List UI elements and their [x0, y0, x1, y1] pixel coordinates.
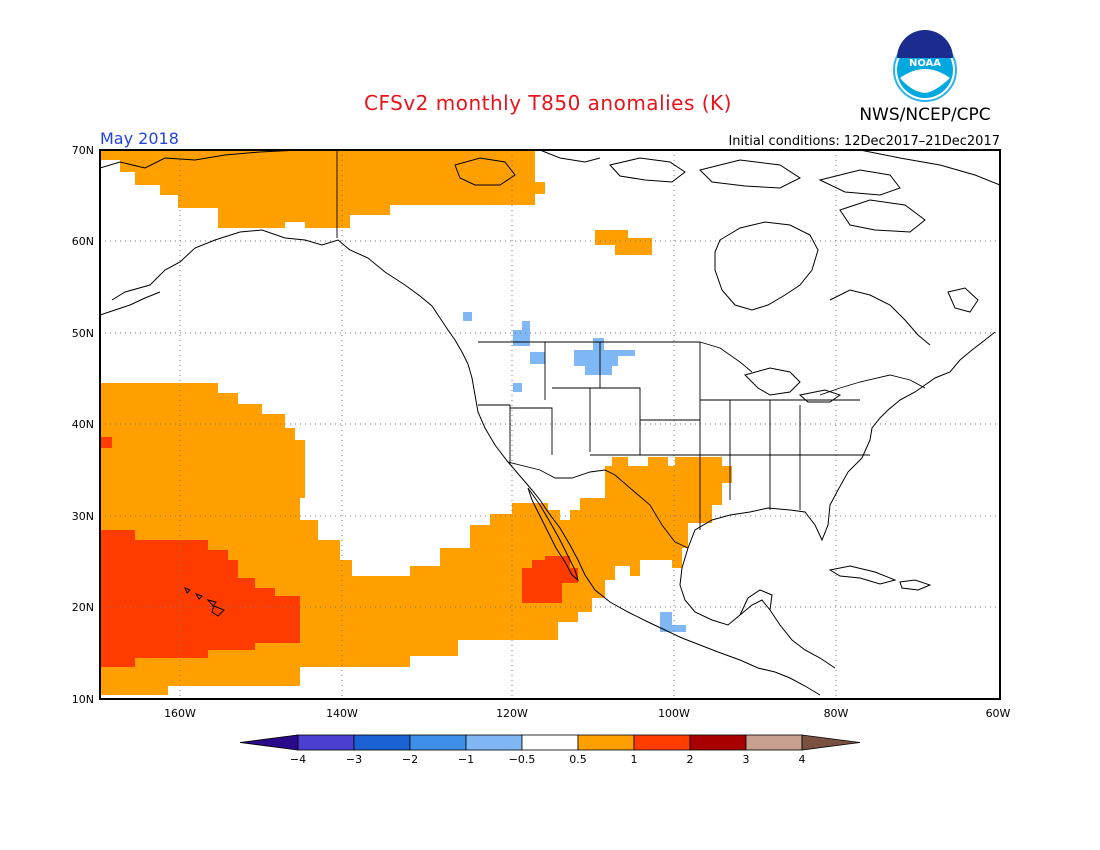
- map-title: CFSv2 monthly T850 anomalies (K): [364, 91, 732, 115]
- legend-tick-label: 4: [799, 753, 806, 766]
- legend-swatch: [297, 734, 355, 751]
- lon-label: 160W: [164, 707, 196, 720]
- lon-label: 80W: [824, 707, 849, 720]
- forecast-month: May 2018: [100, 129, 179, 148]
- legend-tick-label: 0.5: [569, 753, 587, 766]
- legend-tick-label: −4: [290, 753, 306, 766]
- legend-tick-label: −0.5: [509, 753, 536, 766]
- longitude-labels: 160W 140W 120W 100W 80W 60W: [164, 707, 1010, 720]
- lat-label: 60N: [72, 235, 94, 248]
- legend-arrow-high: [801, 734, 861, 751]
- noaa-logo: NOAA: [893, 30, 957, 102]
- lon-label: 140W: [326, 707, 358, 720]
- agency-label: NWS/NCEP/CPC: [859, 105, 990, 125]
- legend-swatch: [633, 734, 691, 751]
- initial-conditions: Initial conditions: 12Dec2017–21Dec2017: [728, 134, 1000, 149]
- legend-swatch: [409, 734, 467, 751]
- lat-label: 20N: [72, 601, 94, 614]
- logo-text: NOAA: [909, 58, 941, 69]
- legend-tick-label: −2: [402, 753, 418, 766]
- lat-label: 40N: [72, 418, 94, 431]
- legend-arrow-low: [239, 734, 299, 751]
- legend-swatch: [465, 734, 523, 751]
- legend-swatch: [745, 734, 803, 751]
- lon-label: 120W: [496, 707, 528, 720]
- legend-tick-label: −1: [458, 753, 474, 766]
- lat-label: 10N: [72, 693, 94, 706]
- latitude-labels: 70N 60N 50N 40N 30N 20N 10N: [72, 144, 94, 706]
- legend-tick-label: 3: [743, 753, 750, 766]
- legend-swatch: [689, 734, 747, 751]
- legend-swatch: [521, 734, 579, 751]
- lat-label: 70N: [72, 144, 94, 157]
- legend-tick-label: 1: [631, 753, 638, 766]
- map-frame: [99, 149, 1001, 700]
- political-borders: [336, 150, 926, 549]
- legend-swatch: [353, 734, 411, 751]
- color-legend: −4 −3 −2 −1 −0.5 0.5 1 2 3 4: [239, 734, 861, 766]
- lat-label: 50N: [72, 327, 94, 340]
- lon-label: 100W: [658, 707, 690, 720]
- legend-tick-label: −3: [346, 753, 362, 766]
- coastlines: [100, 150, 1000, 696]
- graticule: [100, 150, 1000, 699]
- legend-swatch: [577, 734, 635, 751]
- lat-label: 30N: [72, 510, 94, 523]
- lon-label: 60W: [986, 707, 1011, 720]
- legend-tick-label: 2: [687, 753, 694, 766]
- map-area: [100, 150, 1000, 699]
- anomaly-fill-neg-1-neg-0.5: [463, 312, 686, 632]
